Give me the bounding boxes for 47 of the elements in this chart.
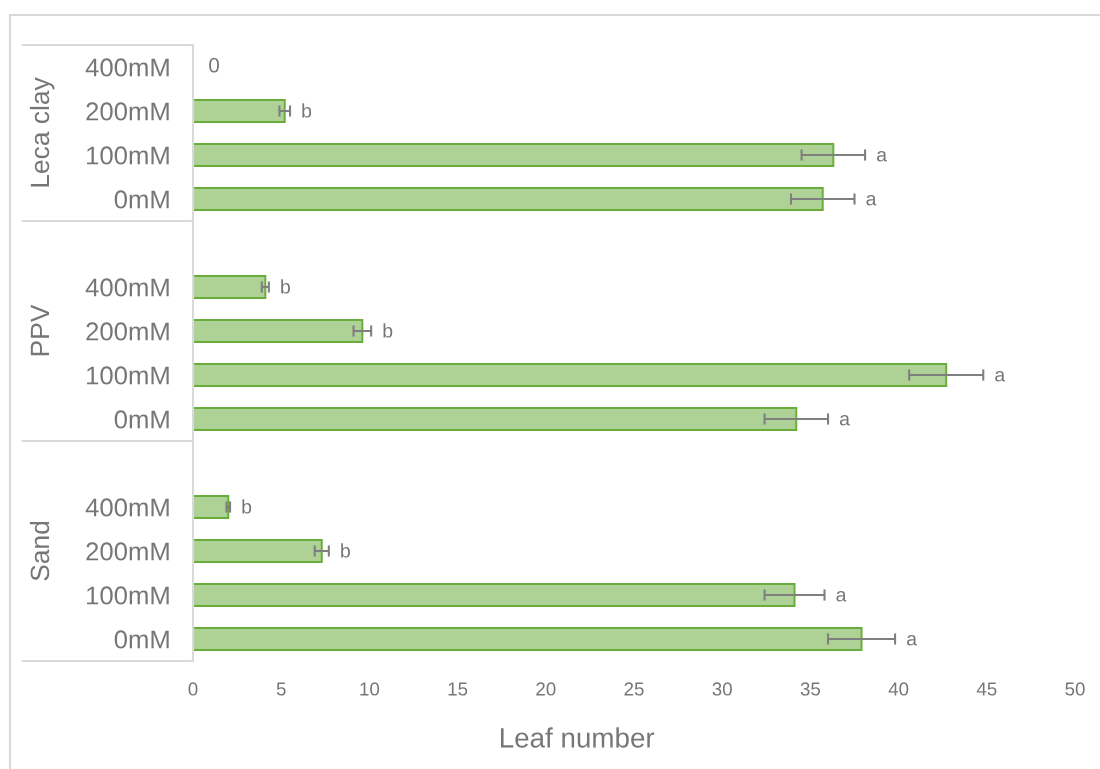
x-tick-label: 10 [360, 682, 380, 696]
y-tick-label: 100mM [87, 586, 169, 605]
bar [193, 539, 323, 563]
bar [193, 319, 364, 343]
y-tick-label: 400mM [85, 58, 169, 77]
y-tick-label: 200mM [86, 542, 169, 561]
y-axis-title: Leca clay [29, 77, 55, 187]
y-axis-title: PPV [30, 304, 49, 356]
x-axis-title: Leaf number [500, 727, 655, 748]
annotation: a [995, 370, 1006, 382]
bar [193, 583, 796, 607]
annotation: a [866, 194, 877, 206]
y-tick-label: 200mM [86, 102, 169, 121]
bar [193, 275, 267, 299]
annotation: b [281, 279, 290, 294]
x-tick-label: 20 [536, 682, 556, 696]
y-tick-label: 100mM [87, 366, 169, 385]
y-tick-label: 200mM [86, 322, 169, 341]
annotation: a [907, 634, 917, 646]
x-tick-label: 30 [712, 682, 732, 696]
annotation: b [341, 543, 350, 558]
x-tick-label: 35 [800, 682, 821, 696]
x-tick-label: 50 [1065, 682, 1085, 696]
y-tick-label: 0mM [114, 410, 169, 429]
annotation: b [383, 323, 393, 338]
y-tick-label: 400mM [85, 278, 169, 297]
bar [193, 495, 230, 519]
bar [193, 363, 948, 387]
x-tick-label: 15 [448, 682, 468, 696]
annotation: a [839, 414, 850, 426]
x-tick-label: 40 [888, 682, 909, 696]
x-tick-label: 0 [188, 682, 198, 696]
annotation: b [242, 499, 252, 514]
y-axis-title: Sand [29, 521, 50, 581]
y-tick-label: 0mM [114, 630, 169, 649]
data-label: 0 [209, 57, 220, 73]
x-tick-label: 5 [276, 682, 286, 696]
bar [193, 627, 863, 651]
y-tick-label: 100mM [87, 146, 169, 165]
annotation: a [877, 150, 888, 162]
bar [193, 407, 798, 431]
y-tick-label: 400mM [85, 498, 169, 517]
annotation: a [836, 590, 847, 602]
annotation: b [302, 103, 312, 118]
x-tick-label: 45 [976, 682, 997, 696]
y-tick-label: 0mM [114, 190, 169, 209]
x-tick-label: 25 [624, 682, 644, 696]
